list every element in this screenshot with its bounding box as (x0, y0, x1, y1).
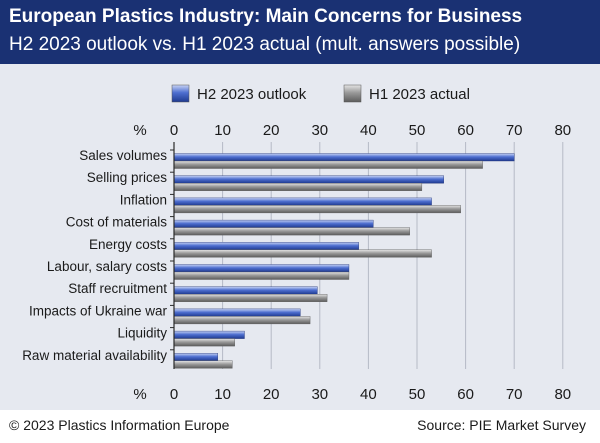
tick-label-top-20: 20 (263, 122, 280, 139)
tick-label-bottom-60: 60 (457, 386, 474, 403)
category-label-raw-material-availability: Raw material availability (22, 348, 167, 363)
bar-h2-outlook-staff-recruitment (173, 286, 318, 295)
tick-label-top-40: 40 (360, 122, 377, 139)
bar-h1-actual-inflation (173, 205, 461, 214)
tick-label-top-70: 70 (506, 122, 523, 139)
tick-label-bottom-30: 30 (311, 386, 328, 403)
category-label-selling-prices: Selling prices (87, 170, 168, 185)
title-band: European Plastics Industry: Main Concern… (0, 0, 600, 64)
chart-subtitle: H2 2023 outlook vs. H1 2023 actual (mult… (9, 34, 521, 55)
bar-h1-actual-liquidity (173, 338, 235, 347)
legend-swatch-h1-actual (343, 84, 362, 103)
tick-label-top-0: 0 (170, 122, 178, 139)
bar-h2-outlook-liquidity (173, 330, 245, 339)
tick-label-bottom-80: 80 (554, 386, 571, 403)
bar-h2-outlook-inflation (173, 197, 432, 206)
bar-h1-actual-staff-recruitment (173, 293, 328, 302)
tick-label-bottom-10: 10 (214, 386, 231, 403)
axes: 0 0 10 10 20 20 30 30 40 40 50 50 60 60 70 70 80 80%% Sale… (22, 122, 571, 403)
bar-h2-outlook-labour-salary-costs (173, 264, 350, 273)
bar-chart: H2 2023 outlook H1 2023 actual 0 0 10 10 20 20… (22, 84, 571, 403)
chart-title: European Plastics Industry: Main Concern… (9, 6, 523, 27)
tick-label-bottom-20: 20 (263, 386, 280, 403)
legend: H2 2023 outlook H1 2023 actual (171, 84, 470, 103)
category-label-sales-volumes: Sales volumes (79, 148, 167, 163)
bar-h1-actual-sales-volumes (173, 160, 483, 169)
category-label-labour-salary-costs: Labour, salary costs (47, 259, 167, 274)
tick-label-top-80: 80 (554, 122, 571, 139)
bar-h2-outlook-impacts-of-ukraine-war (173, 308, 301, 317)
tick-label-bottom-50: 50 (409, 386, 426, 403)
bar-h2-outlook-selling-prices (173, 175, 444, 184)
category-label-inflation: Inflation (120, 192, 167, 207)
legend-label-h1-actual: H1 2023 actual (369, 86, 470, 103)
bar-h2-outlook-sales-volumes (173, 153, 515, 162)
bar-h1-actual-cost-of-materials (173, 227, 410, 236)
copyright-note: © 2023 Plastics Information Europe (9, 417, 230, 433)
category-label-staff-recruitment: Staff recruitment (68, 281, 167, 296)
legend-swatch-h2-outlook (171, 84, 190, 103)
chart-panel: H2 2023 outlook H1 2023 actual 0 0 10 10 20 20… (0, 64, 600, 410)
bars (173, 153, 515, 369)
unit-label-top: % (133, 122, 146, 139)
bar-h1-actual-energy-costs (173, 249, 432, 258)
legend-label-h2-outlook: H2 2023 outlook (197, 86, 307, 103)
bar-h1-actual-impacts-of-ukraine-war (173, 316, 311, 325)
tick-label-top-60: 60 (457, 122, 474, 139)
tick-label-top-10: 10 (214, 122, 231, 139)
bar-h1-actual-raw-material-availability (173, 360, 233, 369)
bar-h2-outlook-energy-costs (173, 242, 359, 251)
category-label-cost-of-materials: Cost of materials (66, 215, 168, 230)
tick-label-top-30: 30 (311, 122, 328, 139)
bar-h2-outlook-raw-material-availability (173, 353, 218, 361)
tick-label-bottom-0: 0 (170, 386, 178, 403)
bar-h1-actual-labour-salary-costs (173, 271, 350, 280)
bar-h2-outlook-cost-of-materials (173, 219, 374, 228)
tick-label-bottom-70: 70 (506, 386, 523, 403)
category-label-energy-costs: Energy costs (89, 237, 167, 252)
tick-label-bottom-40: 40 (360, 386, 377, 403)
source-note: Source: PIE Market Survey (417, 417, 586, 433)
unit-label-bottom: % (133, 386, 146, 403)
category-label-impacts-of-ukraine-war: Impacts of Ukraine war (29, 303, 168, 318)
tick-label-top-50: 50 (409, 122, 426, 139)
bar-h1-actual-selling-prices (173, 182, 423, 191)
category-label-liquidity: Liquidity (117, 326, 167, 341)
